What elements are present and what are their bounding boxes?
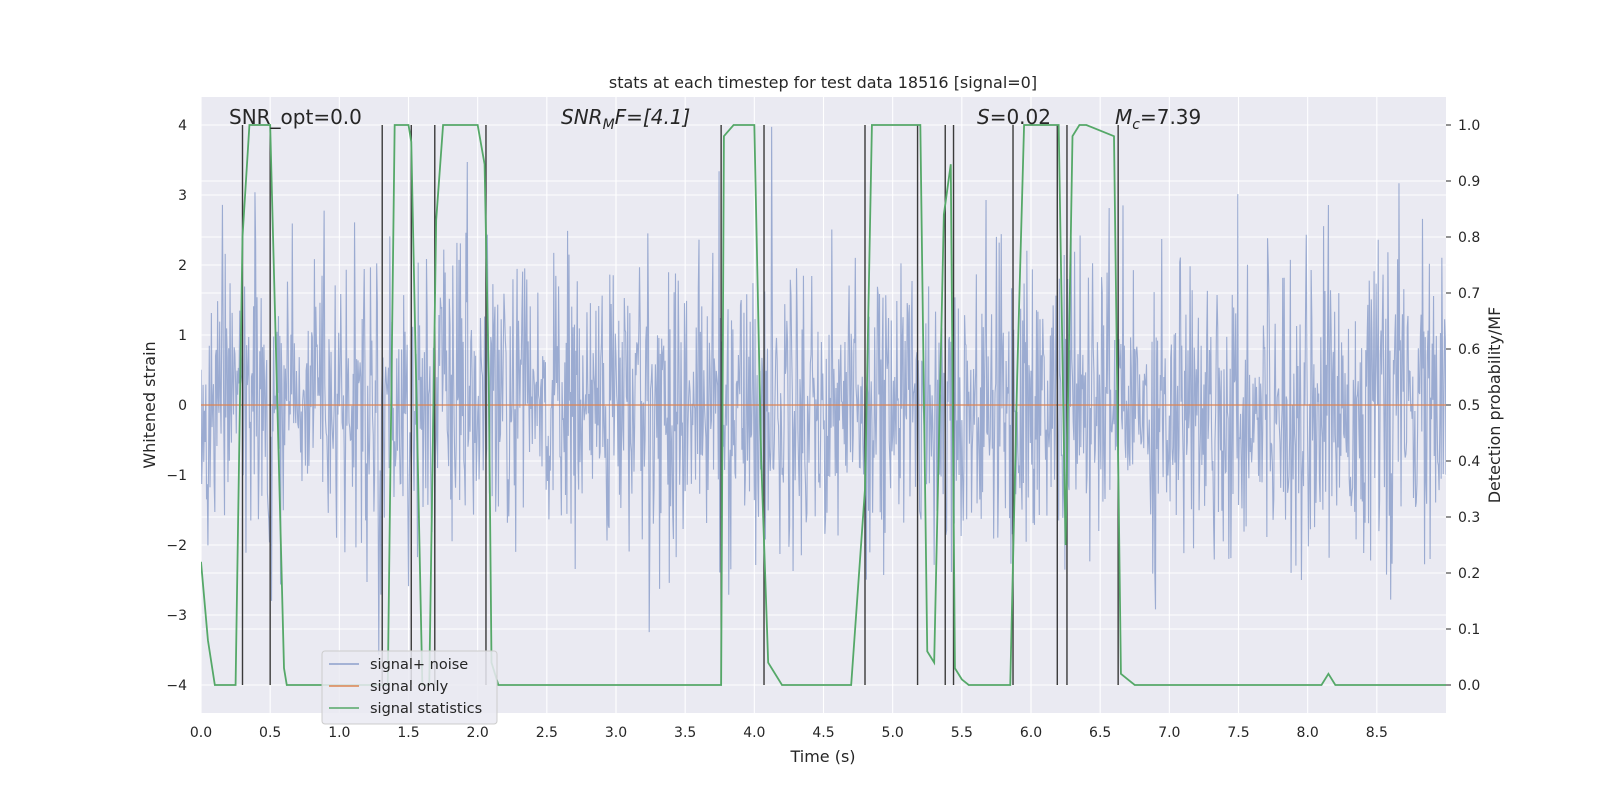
- y-tick-label: 0: [178, 398, 187, 414]
- y-tick-label: −3: [166, 608, 187, 624]
- x-tick-label: 2.0: [467, 725, 489, 741]
- y2-tick-label: 0.7: [1458, 286, 1480, 302]
- y2-tick-labels: 0.0 0.1 0.2 0.3 0.4 0.5 0.6 0.7 0.8 0.9 1.0: [1446, 118, 1480, 694]
- x-tick-label: 0.5: [259, 725, 281, 741]
- x-tick-label: 3.5: [674, 725, 696, 741]
- x-tick-label: 4.5: [812, 725, 834, 741]
- legend-box: [321, 650, 498, 725]
- y-tick-label: 3: [178, 188, 187, 204]
- y-tick-labels: −4 −3 −2 −1 0 1 2 3 4: [166, 118, 187, 694]
- x-tick-label: 1.5: [397, 725, 419, 741]
- y-tick-label: −4: [166, 678, 187, 694]
- y2-tick-label: 0.0: [1458, 678, 1480, 694]
- y2-tick-label: 0.1: [1458, 622, 1480, 638]
- x-tick-label: 2.5: [536, 725, 558, 741]
- legend-label-signal-only: signal only: [370, 679, 449, 695]
- x-tick-label: 5.0: [882, 725, 904, 741]
- y2-tick-label: 0.3: [1458, 510, 1480, 526]
- legend-label-signal-noise: signal+ noise: [370, 657, 468, 673]
- y2-axis-label: Detection probability/MF: [1485, 307, 1504, 504]
- annotation-mc: Mc=7.39: [1115, 105, 1201, 133]
- y2-tick-label: 0.4: [1458, 454, 1480, 470]
- y-axis-label: Whitened strain: [140, 341, 159, 468]
- chart-title: stats at each timestep for test data 185…: [609, 73, 1037, 92]
- y-tick-label: 2: [178, 258, 187, 274]
- legend-label-signal-statistics: signal statistics: [370, 701, 482, 717]
- x-tick-label: 7.5: [1227, 725, 1249, 741]
- annotation-snr-mf: SNRMF=[4.1]: [561, 105, 690, 133]
- x-axis-label: Time (s): [789, 747, 855, 766]
- y2-tick-label: 0.8: [1458, 230, 1480, 246]
- x-tick-label: 6.0: [1020, 725, 1042, 741]
- y2-tick-label: 0.5: [1458, 398, 1480, 414]
- y-tick-label: −1: [166, 468, 187, 484]
- annotation-s: S=0.02: [977, 105, 1051, 129]
- y-tick-label: −2: [166, 538, 187, 554]
- y2-tick-label: 0.2: [1458, 566, 1480, 582]
- event-markers: [241, 125, 1119, 685]
- x-tick-label: 8.5: [1366, 725, 1388, 741]
- y2-tick-label: 0.9: [1458, 174, 1480, 190]
- x-tick-label: 4.0: [743, 725, 765, 741]
- x-tick-label: 3.0: [605, 725, 627, 741]
- y2-tick-label: 1.0: [1458, 118, 1480, 134]
- x-tick-labels: 0.0 0.5 1.0 1.5 2.0 2.5 3.0 3.5 4.0 4.5 5.0 5.5 6.0 6…: [190, 725, 1388, 741]
- y-tick-label: 1: [178, 328, 187, 344]
- y2-tick-label: 0.6: [1458, 342, 1480, 358]
- x-tick-label: 1.0: [328, 725, 350, 741]
- signal-noise-series: [201, 126, 1446, 655]
- x-tick-label: 6.5: [1089, 725, 1111, 741]
- y-tick-label: 4: [178, 118, 187, 134]
- annotation-snr-opt: SNR_opt=0.0: [229, 105, 362, 129]
- x-tick-label: 7.0: [1158, 725, 1180, 741]
- x-tick-label: 0.0: [190, 725, 212, 741]
- x-tick-label: 5.5: [951, 725, 973, 741]
- x-tick-label: 8.0: [1297, 725, 1319, 741]
- legend: signal+ noise signal only signal statist…: [321, 650, 498, 725]
